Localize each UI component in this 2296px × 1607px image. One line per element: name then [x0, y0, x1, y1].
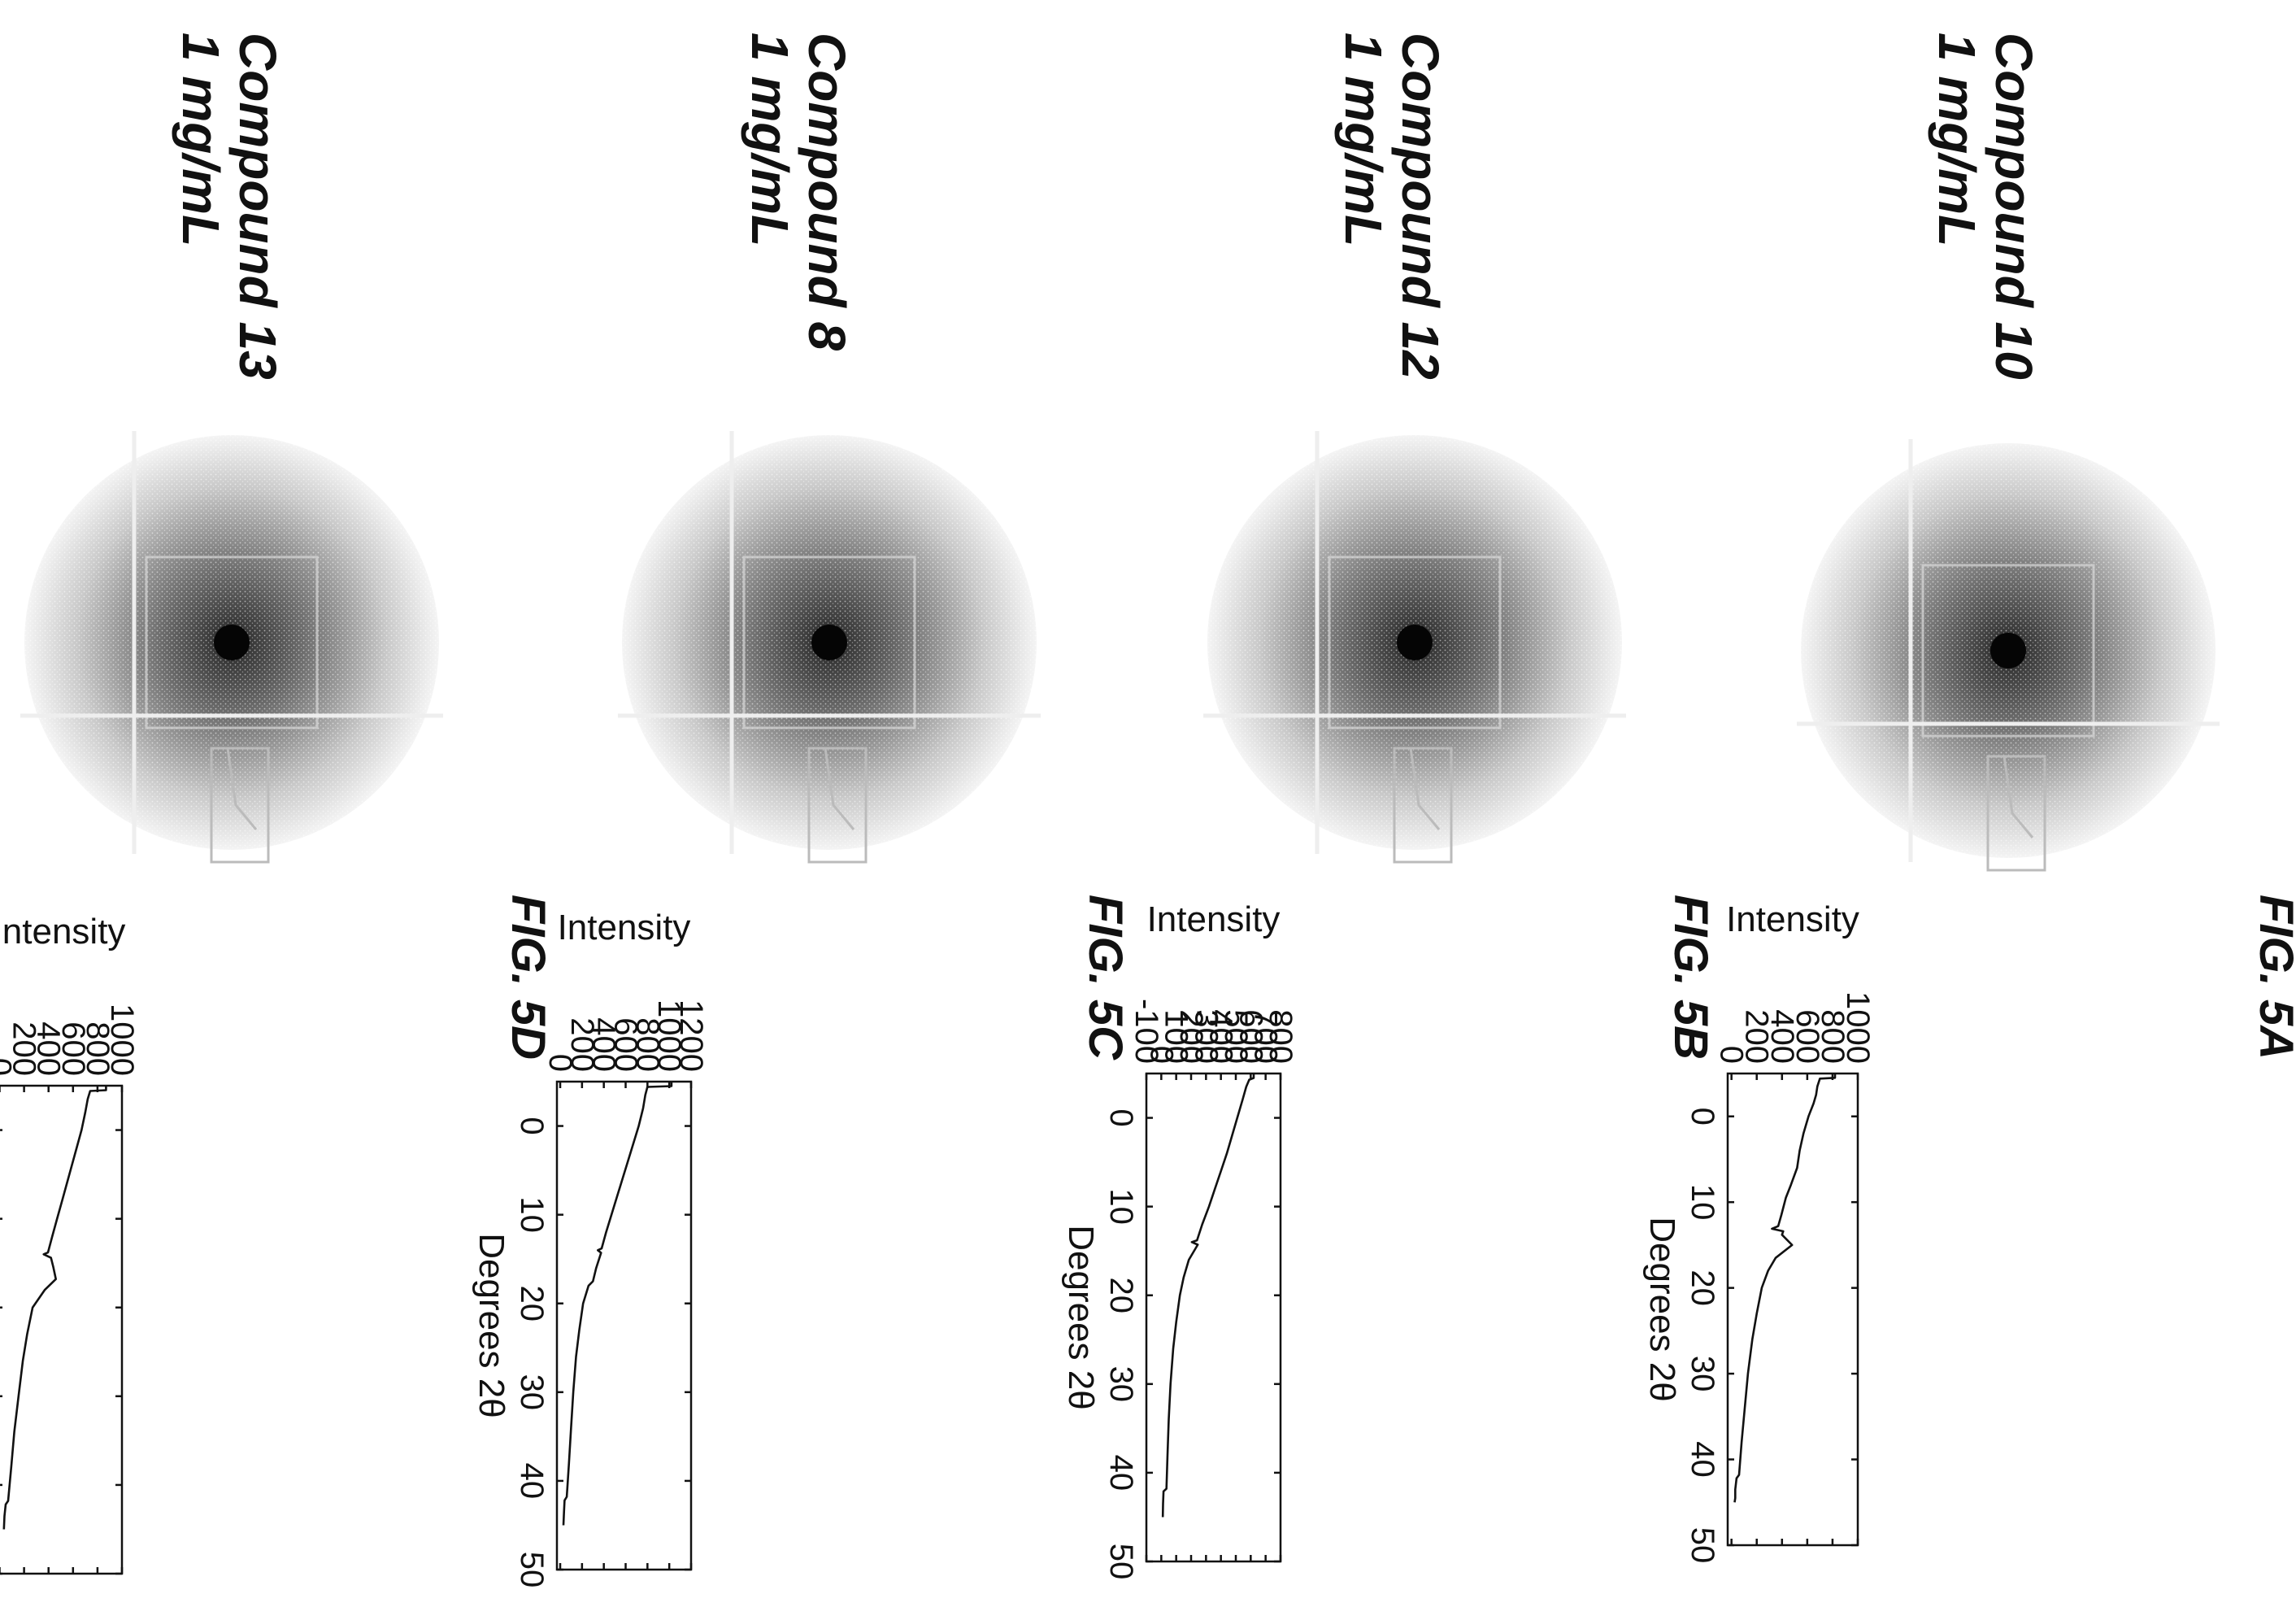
y-tick-label: 600 — [1233, 1009, 1268, 1064]
diffraction-image — [1203, 431, 1626, 864]
y-axis-label: Intensity — [1726, 899, 1859, 939]
x-tick-label: 30 — [1685, 1356, 1720, 1392]
y-axis-label: Intensity — [0, 912, 125, 952]
compound-title: Compound 13 — [228, 33, 287, 380]
x-tick-label: 20 — [1103, 1277, 1139, 1313]
intensity-trace — [1733, 1074, 1837, 1503]
y-tick-label: 400 — [1203, 1009, 1239, 1064]
figure-label: FIG. 5C — [1079, 895, 1132, 1060]
diffraction-image — [618, 431, 1041, 864]
x-tick-label: 10 — [514, 1196, 550, 1233]
x-tick-label: 10 — [1103, 1188, 1139, 1225]
x-tick-label: 0 — [514, 1117, 550, 1134]
y-tick-label: 700 — [1248, 1009, 1284, 1064]
diffraction-image — [1797, 439, 2220, 872]
x-tick-label: 50 — [1685, 1527, 1720, 1564]
y-tick-label: 800 — [80, 1021, 115, 1076]
x-tick-label: 20 — [514, 1285, 550, 1322]
y-tick-label: 800 — [1815, 1009, 1850, 1064]
y-tick-label: 400 — [31, 1021, 67, 1076]
compound-title: Compound 12 — [1391, 33, 1450, 380]
compound-title: Compound 8 — [798, 33, 856, 351]
y-tick-label: 100 — [1159, 1009, 1194, 1064]
y-tick-label: 500 — [1218, 1009, 1254, 1064]
concentration-label: 1 mg/mL — [741, 33, 799, 246]
x-tick-label: 50 — [514, 1552, 550, 1588]
y-tick-label: 200 — [564, 1017, 600, 1072]
figure-label: FIG. 5B — [1664, 895, 1717, 1060]
y-tick-label: 1000 — [1840, 991, 1876, 1064]
compound-title: Compound 10 — [1985, 33, 2043, 380]
beamstop-icon — [1986, 755, 2046, 872]
y-axis-label: Intensity — [558, 908, 691, 947]
y-tick-label: 200 — [7, 1021, 42, 1076]
y-tick-label: 800 — [629, 1017, 665, 1072]
y-tick-label: 600 — [608, 1017, 644, 1072]
y-tick-label: 1000 — [651, 999, 687, 1072]
y-tick-label: 200 — [1173, 1009, 1209, 1064]
panel-5d: Compound 131 mg/mL FIG. 5D — [20, 33, 554, 1060]
x-tick-label: 40 — [1685, 1441, 1720, 1478]
x-axis-label: Degrees 2θ — [472, 1233, 511, 1418]
figure-label: FIG. 5D — [502, 895, 554, 1060]
panel-5a: Compound 101 mg/mL FIG. 5A — [1797, 33, 2296, 1060]
y-tick-label: 800 — [1263, 1009, 1298, 1064]
y-tick-label: 400 — [586, 1017, 622, 1072]
x-tick-label: 50 — [1103, 1544, 1139, 1580]
plot-frame — [1145, 1072, 1282, 1563]
plot-frame — [0, 1084, 124, 1575]
chart-5c: 01020304050020040060080010001200Degrees … — [472, 908, 709, 1587]
y-tick-label: 600 — [1789, 1009, 1825, 1064]
diffraction-image — [20, 431, 443, 864]
y-tick-label: -100 — [1128, 999, 1164, 1064]
concentration-label: 1 mg/mL — [172, 33, 230, 246]
x-tick-label: 0 — [1103, 1108, 1139, 1126]
chart-5b: 01020304050-1000100200300400500600700800… — [1061, 899, 1298, 1579]
y-tick-label: 0 — [542, 1054, 578, 1072]
beamstop-icon — [210, 747, 270, 864]
x-tick-label: 10 — [1685, 1184, 1720, 1221]
x-tick-label: 40 — [1103, 1455, 1139, 1492]
beamstop-icon — [1393, 747, 1453, 864]
y-tick-label: 1200 — [673, 999, 709, 1072]
x-tick-label: 40 — [514, 1463, 550, 1500]
x-tick-label: 20 — [1685, 1269, 1720, 1306]
y-tick-label: 0 — [0, 1058, 18, 1076]
panel-5b: Compound 121 mg/mL FIG. 5B — [1203, 33, 1717, 1060]
intensity-trace — [562, 1082, 673, 1526]
y-tick-label: 200 — [1739, 1009, 1775, 1064]
panel-5c: Compound 81 mg/mL FIG. 5C — [618, 33, 1132, 1060]
beamstop-icon — [807, 747, 868, 864]
x-axis-label: Degrees 2θ — [1642, 1217, 1682, 1401]
plot-frame — [1726, 1072, 1859, 1547]
plot-frame — [555, 1080, 693, 1571]
y-tick-label: 300 — [1188, 1009, 1224, 1064]
x-axis-label: Degrees 2θ — [1061, 1225, 1101, 1409]
concentration-label: 1 mg/mL — [1334, 33, 1393, 246]
y-tick-label: 600 — [55, 1021, 91, 1076]
x-tick-label: 0 — [1685, 1108, 1720, 1126]
y-tick-label: 400 — [1764, 1009, 1800, 1064]
x-tick-label: 30 — [514, 1374, 550, 1411]
intensity-trace — [2, 1086, 107, 1530]
intensity-trace — [1161, 1074, 1255, 1518]
y-tick-label: 1000 — [104, 1004, 140, 1076]
concentration-label: 1 mg/mL — [1928, 33, 1986, 246]
y-tick-label: 0 — [1143, 1046, 1179, 1064]
y-tick-label: 0 — [1714, 1046, 1750, 1064]
y-axis-label: Intensity — [1147, 899, 1281, 939]
figure-label: FIG. 5A — [2250, 895, 2296, 1060]
x-tick-label: 30 — [1103, 1366, 1139, 1403]
